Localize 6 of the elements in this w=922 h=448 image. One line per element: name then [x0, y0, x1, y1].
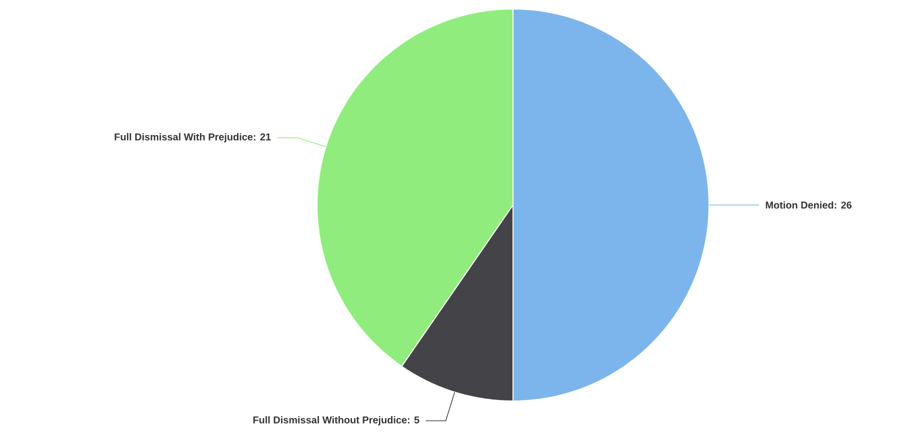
slice-label: Full Dismissal Without Prejudice	[253, 416, 407, 426]
data-label: : 21	[254, 133, 271, 140]
data-label: : 5	[408, 416, 420, 424]
slice-label: Motion Denied	[766, 201, 834, 209]
data-label: : 26	[834, 202, 852, 209]
slice-label: Full Dismissal With Prejudice	[114, 133, 253, 142]
